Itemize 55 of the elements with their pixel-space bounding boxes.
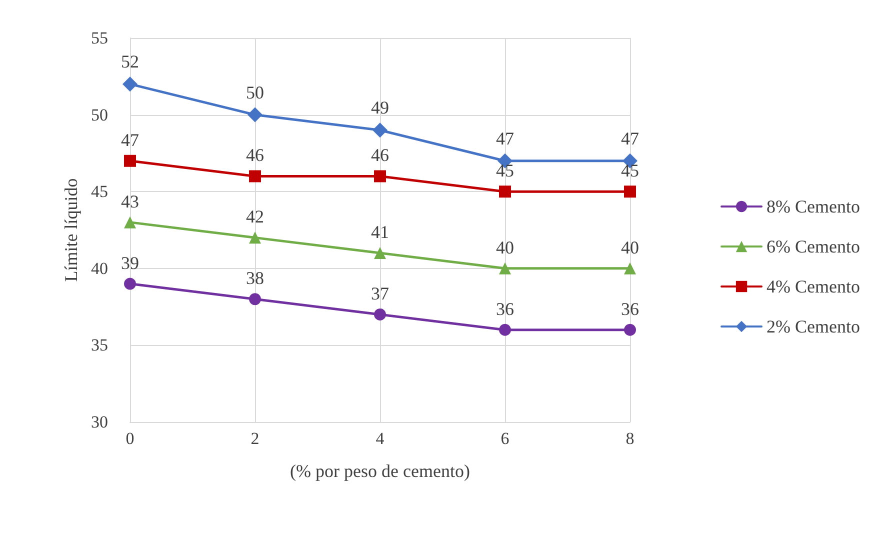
y-tick-label: 35 <box>91 336 108 355</box>
point <box>374 170 386 182</box>
point <box>624 186 636 198</box>
x-tick-label: 6 <box>500 429 510 448</box>
point <box>122 76 138 92</box>
point <box>124 154 136 167</box>
data-label: 41 <box>371 222 389 242</box>
y-axis-title: Límite líquido <box>61 178 82 282</box>
point <box>499 262 511 274</box>
data-label: 39 <box>121 252 139 273</box>
data-label: 47 <box>121 130 139 150</box>
legend-label: 6% Cemento <box>766 236 860 256</box>
point <box>248 107 262 122</box>
point <box>124 216 136 228</box>
data-label: 52 <box>121 52 139 72</box>
data-label: 36 <box>496 298 514 319</box>
point <box>374 247 386 260</box>
point <box>249 232 261 244</box>
legend-label: 4% Cemento <box>766 276 860 296</box>
point <box>499 186 511 198</box>
data-label: 45 <box>496 160 514 181</box>
point <box>624 262 636 274</box>
point <box>124 278 136 290</box>
y-tick-label: 55 <box>91 28 108 48</box>
x-tick-label: 4 <box>376 429 385 448</box>
data-label: 47 <box>496 128 514 148</box>
y-tick-label: 50 <box>91 105 108 124</box>
data-label: 45 <box>621 160 639 181</box>
y-tick-label: 30 <box>91 412 108 432</box>
point <box>624 324 636 336</box>
point <box>374 308 386 320</box>
point <box>372 122 388 138</box>
point <box>249 293 261 306</box>
y-tick-label: 45 <box>91 182 108 202</box>
data-label: 36 <box>621 298 639 319</box>
data-label: 47 <box>621 128 639 148</box>
x-tick-label: 8 <box>626 429 634 448</box>
data-label: 40 <box>496 237 514 258</box>
data-label: 42 <box>246 206 264 227</box>
x-axis-title: (% por peso de cemento) <box>290 461 470 481</box>
legend-label: 8% Cemento <box>766 196 860 216</box>
point <box>499 324 511 336</box>
data-label: 46 <box>371 145 389 166</box>
data-label: 43 <box>121 191 139 212</box>
data-label: 49 <box>371 98 389 118</box>
data-label: 37 <box>371 283 389 304</box>
x-tick-label: 0 <box>126 429 134 448</box>
data-label: 50 <box>246 82 264 102</box>
legend-label: 2% Cemento <box>766 316 860 336</box>
y-tick-label: 40 <box>91 258 108 278</box>
data-label: 38 <box>246 268 264 288</box>
data-label: 46 <box>246 145 264 166</box>
data-label: 40 <box>621 237 639 258</box>
x-tick-label: 2 <box>250 429 260 448</box>
point <box>249 170 261 182</box>
